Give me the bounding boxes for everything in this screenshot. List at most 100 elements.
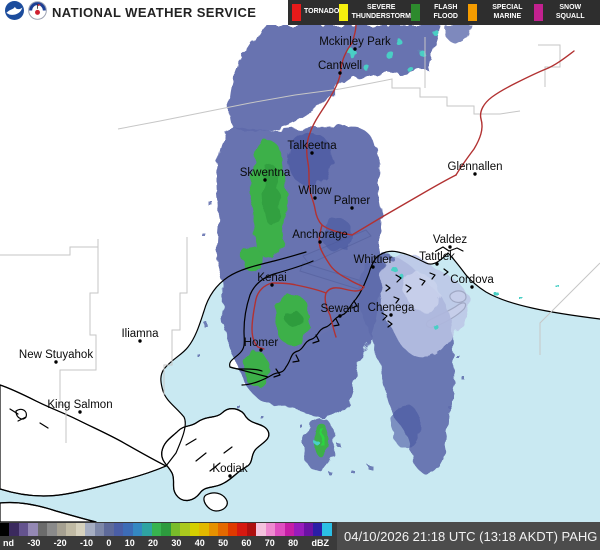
warning-swatch xyxy=(339,4,349,21)
city-label: Iliamna xyxy=(121,328,159,340)
warning-label: TORNADO xyxy=(304,8,340,16)
radar-map-svg[interactable]: Mckinley Park Cantwell Talkeetna Skwentna Wi… xyxy=(0,24,600,523)
city-label: Skwentna xyxy=(240,167,291,179)
colorbar-segment xyxy=(132,523,143,536)
header: NATIONAL WEATHER SERVICE TORNADO SEVERE T… xyxy=(0,0,600,25)
colorbar-segment xyxy=(56,523,67,536)
colorbar-tick-label: 70 xyxy=(264,537,275,548)
city-dot xyxy=(371,265,375,269)
colorbar-tick-label: -30 xyxy=(27,537,41,548)
colorbar-segment xyxy=(47,523,57,536)
colorbar-tick-label: 30 xyxy=(171,537,182,548)
city-dot xyxy=(338,71,342,75)
colorbar-tick-label: 40 xyxy=(194,537,205,548)
city-label: Kodiak xyxy=(212,463,247,475)
city-dot xyxy=(470,285,474,289)
colorbar-segment xyxy=(37,523,48,536)
city-label: Anchorage xyxy=(292,229,348,241)
legend-item-snow-squall: SNOW SQUALL xyxy=(534,4,594,21)
colorbar-strip xyxy=(0,523,332,536)
city-label: Glennallen xyxy=(448,161,503,173)
colorbar-segment xyxy=(142,523,152,536)
colorbar-segment xyxy=(9,523,19,536)
city-dot xyxy=(350,206,354,210)
city-dot xyxy=(338,314,342,318)
city-dot xyxy=(138,339,142,343)
colorbar-segment xyxy=(208,523,219,536)
radar-map[interactable]: Mckinley Park Cantwell Talkeetna Skwentna Wi… xyxy=(0,24,600,523)
city-dot xyxy=(78,410,82,414)
city-dot xyxy=(228,474,232,478)
colorbar-segment xyxy=(294,523,304,536)
colorbar-segment xyxy=(275,523,285,536)
colorbar-segment xyxy=(227,523,238,536)
city-label: Kenai xyxy=(257,272,286,284)
colorbar-tick-label: 80 xyxy=(288,537,299,548)
city-dot xyxy=(448,245,452,249)
reflectivity-colorbar: nd -30 -20 -10 0 10 20 30 40 50 60 70 80 dBZ xyxy=(0,522,337,550)
colorbar-segment xyxy=(189,523,200,536)
colorbar-segment xyxy=(180,523,190,536)
city-dot xyxy=(353,47,357,51)
city-dot xyxy=(310,151,314,155)
legend-item-flash-flood: FLASH FLOOD xyxy=(411,4,468,21)
colorbar-tick-label: -20 xyxy=(53,537,67,548)
nws-logo-icon[interactable] xyxy=(28,0,47,25)
brand[interactable] xyxy=(0,0,47,25)
colorbar-segment xyxy=(303,523,313,536)
city-label: Whittier xyxy=(354,254,393,266)
colorbar-segment xyxy=(246,523,257,536)
warning-label: FLASH FLOOD xyxy=(433,4,458,20)
city-dot xyxy=(389,313,393,317)
colorbar-tick-label: 10 xyxy=(124,537,135,548)
colorbar-segment xyxy=(85,523,95,536)
city-label: Chenega xyxy=(368,302,415,314)
colorbar-segment xyxy=(94,523,105,536)
bottom-bar: nd -30 -20 -10 0 10 20 30 40 50 60 70 80 dBZ 04/10/20… xyxy=(0,522,600,550)
colorbar-tick-label: 60 xyxy=(241,537,252,548)
city-label: Homer xyxy=(244,337,279,349)
colorbar-tick-label: 20 xyxy=(148,537,159,548)
colorbar-segment xyxy=(18,523,29,536)
colorbar-segment xyxy=(170,523,181,536)
colorbar-segment xyxy=(66,523,76,536)
legend-item-severe-thunderstorm: SEVERE THUNDERSTORM xyxy=(339,4,411,21)
colorbar-tick-label: nd xyxy=(3,537,14,548)
colorbar-tick-label: dBZ xyxy=(311,537,329,548)
city-label: Valdez xyxy=(433,234,468,246)
colorbar-segment xyxy=(151,523,162,536)
city-layer: Mckinley Park Cantwell Talkeetna Skwentna Wi… xyxy=(19,36,503,478)
colorbar-segment xyxy=(28,523,38,536)
colorbar-segment xyxy=(0,523,10,536)
warning-label: SPECIAL MARINE xyxy=(492,4,523,20)
colorbar-segment xyxy=(218,523,228,536)
city-dot xyxy=(263,178,267,182)
echo-layer xyxy=(196,25,560,476)
colorbar-tick-label: -10 xyxy=(80,537,94,548)
warning-swatch xyxy=(292,4,301,21)
colorbar-segment xyxy=(256,523,266,536)
road-layer xyxy=(251,24,575,350)
colorbar-segment xyxy=(104,523,114,536)
legend-item-special-marine: SPECIAL MARINE xyxy=(468,4,534,21)
city-dot xyxy=(473,172,477,176)
warning-legend: TORNADO SEVERE THUNDERSTORM FLASH FLOOD SPE… xyxy=(288,0,600,25)
city-label: Palmer xyxy=(334,195,371,207)
island-layer xyxy=(0,288,467,523)
coastline-layer xyxy=(0,246,600,523)
colorbar-labels: nd -30 -20 -10 0 10 20 30 40 50 60 70 80 dBZ xyxy=(0,536,332,549)
warning-swatch xyxy=(468,4,478,21)
warning-label: SEVERE THUNDERSTORM xyxy=(351,4,411,20)
city-dot xyxy=(259,348,263,352)
city-label: Cordova xyxy=(450,274,494,286)
city-dot xyxy=(318,240,322,244)
colorbar-segment xyxy=(199,523,209,536)
city-label: Seward xyxy=(321,303,360,315)
noaa-logo-icon[interactable] xyxy=(5,0,24,25)
city-label: Cantwell xyxy=(318,60,362,72)
warning-swatch xyxy=(411,4,421,21)
colorbar-segment xyxy=(75,523,86,536)
colorbar-segment xyxy=(284,523,295,536)
colorbar-tick-label: 0 xyxy=(106,537,112,548)
